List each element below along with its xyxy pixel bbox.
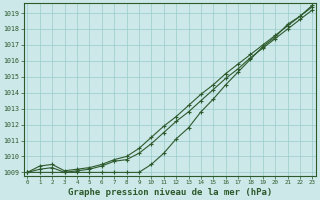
- X-axis label: Graphe pression niveau de la mer (hPa): Graphe pression niveau de la mer (hPa): [68, 188, 272, 197]
